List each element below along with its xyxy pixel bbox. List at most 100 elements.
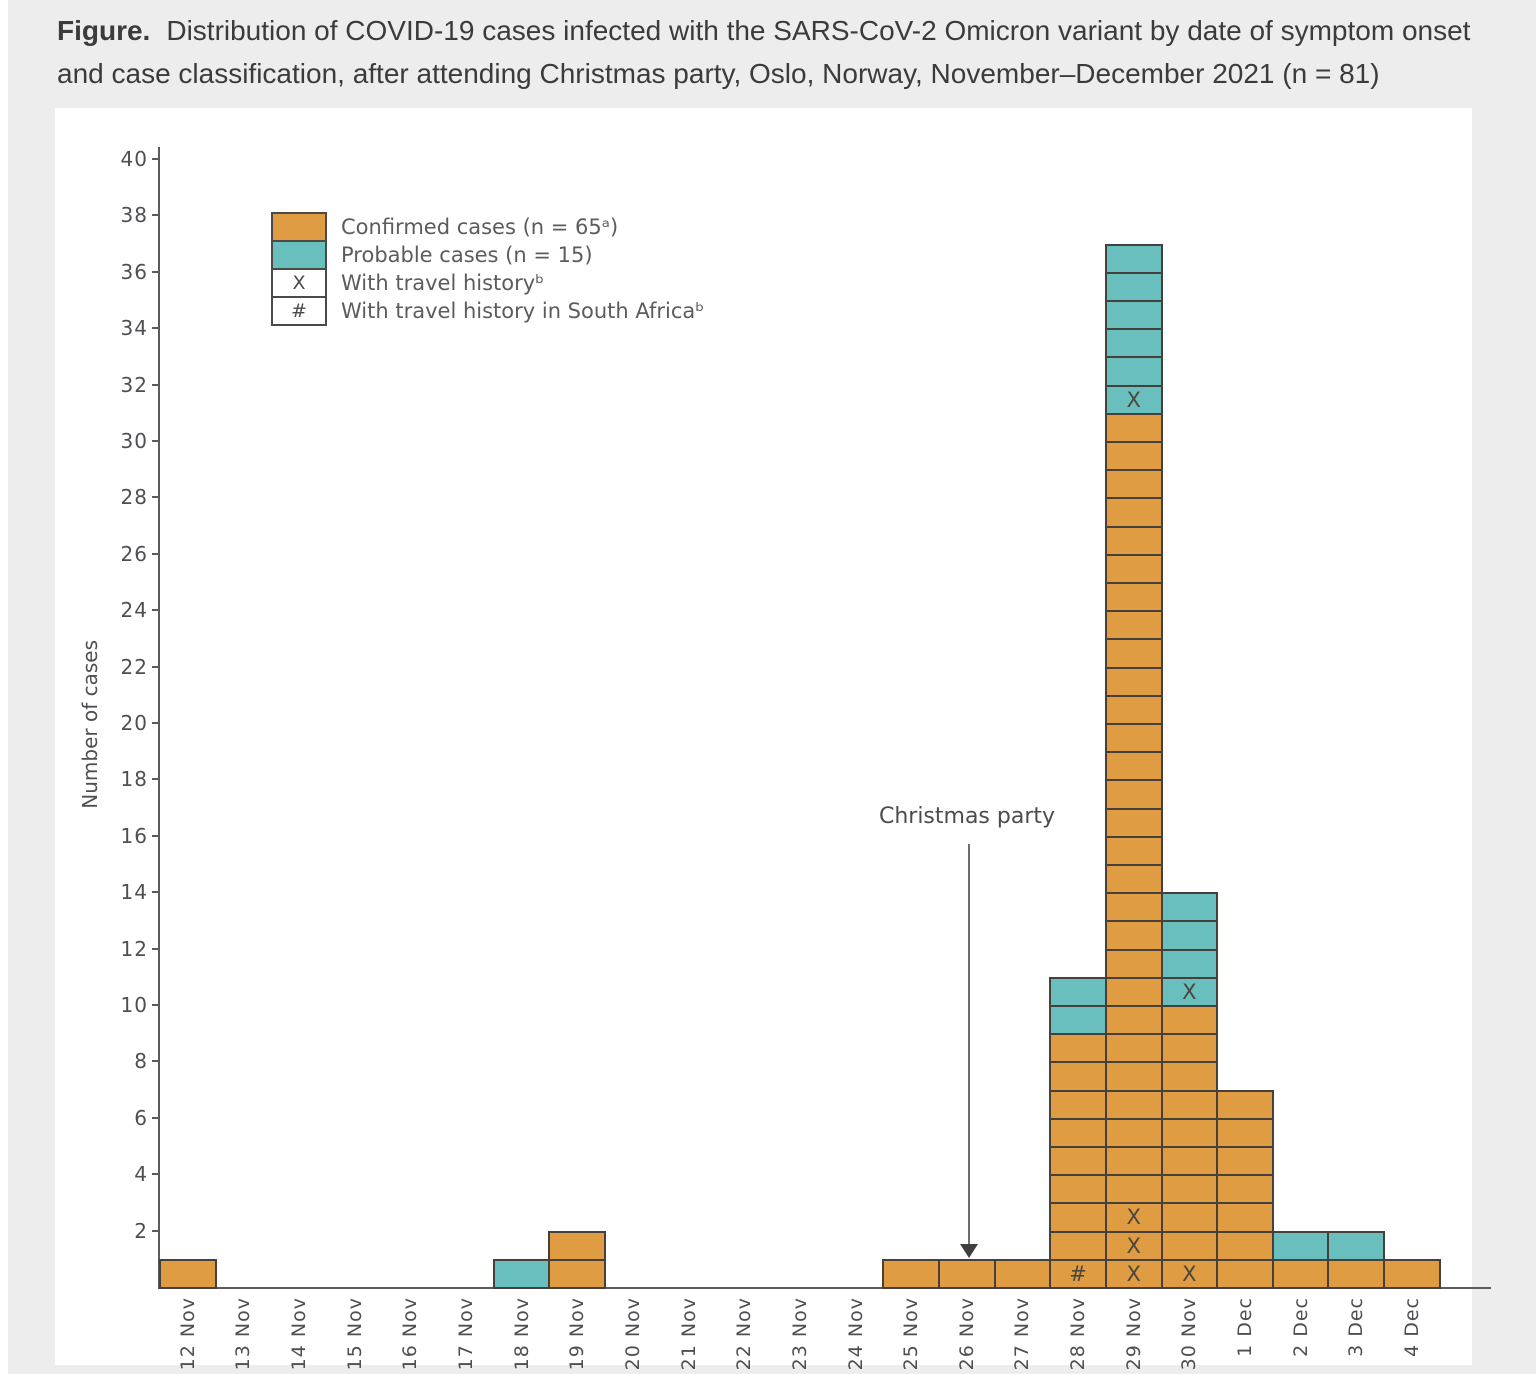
y-axis-tick [152, 722, 159, 724]
legend: Confirmed cases (n = 65ᵃ) Probable cases … [271, 212, 704, 326]
probable-swatch [271, 240, 327, 270]
probable-case-cell [492, 1258, 551, 1289]
probable-case-cell [1160, 948, 1219, 979]
confirmed-case-cell [1104, 582, 1163, 613]
christmas-party-annotation: Christmas party [878, 804, 1056, 829]
confirmed-case-cell [1104, 412, 1163, 443]
y-axis-tick-label: 38 [120, 203, 148, 228]
probable-case-cell [1160, 892, 1219, 923]
x-axis-tick-label: 24 Nov [844, 1297, 867, 1371]
confirmed-case-cell [1160, 1061, 1219, 1092]
confirmed-case-cell [1104, 553, 1163, 584]
confirmed-case-cell [1104, 666, 1163, 697]
y-axis-tick [152, 158, 159, 160]
y-axis-tick [152, 665, 159, 668]
probable-case-cell [1271, 1230, 1330, 1261]
y-axis-tick [152, 327, 159, 330]
confirmed-case-cell [1216, 1202, 1274, 1233]
x-axis-tick-label: 23 Nov [788, 1297, 811, 1371]
y-axis-tick-label: 40 [120, 147, 148, 171]
confirmed-case-cell [1049, 1174, 1107, 1205]
x-axis-tick-label: 4 Dec [1400, 1297, 1423, 1357]
y-axis-tick-label: 36 [120, 259, 148, 284]
confirmed-case-cell [1160, 1089, 1219, 1120]
y-axis-tick-label: 26 [120, 541, 148, 566]
legend-row: Probable cases (n = 15) [271, 240, 704, 270]
x-axis-tick-label: 29 Nov [1122, 1297, 1145, 1371]
confirmed-case-cell [1271, 1258, 1330, 1289]
x-axis-tick-label: 18 Nov [510, 1297, 533, 1371]
confirmed-case-cell [1104, 1033, 1163, 1064]
symbol-swatch: X [271, 268, 327, 298]
x-axis-tick-label: 3 Dec [1345, 1297, 1368, 1357]
y-axis-tick-label: 6 [134, 1105, 148, 1130]
confirmed-case-cell [1104, 497, 1163, 528]
probable-case-cell: X [1104, 384, 1163, 415]
confirmed-case-cell [1216, 1174, 1274, 1205]
confirmed-case-cell [1104, 694, 1163, 725]
probable-case-cell [1049, 976, 1107, 1007]
x-axis-tick-label: 1 Dec [1233, 1297, 1256, 1357]
y-axis-tick [152, 552, 159, 555]
confirmed-case-cell [1104, 779, 1163, 810]
legend-row: X With travel historyᵇ [271, 268, 704, 298]
confirmed-case-cell [1104, 610, 1163, 641]
confirmed-case-cell [1049, 1033, 1107, 1064]
y-axis-tick-label: 34 [120, 316, 148, 341]
y-axis-tick [152, 1173, 159, 1176]
travel-history-mark: X [1126, 1205, 1141, 1230]
confirmed-case-cell [1104, 976, 1163, 1007]
confirmed-case-cell [1160, 1005, 1219, 1036]
confirmed-case-cell [1104, 469, 1163, 500]
confirmed-case-cell [1104, 1174, 1163, 1205]
x-axis-tick-label: 30 Nov [1178, 1297, 1201, 1371]
travel-history-mark: X [1182, 979, 1197, 1004]
confirmed-case-cell [993, 1258, 1052, 1289]
confirmed-case-cell [882, 1258, 940, 1289]
figure-caption-label: Figure. [57, 15, 151, 46]
confirmed-case-cell [1160, 1174, 1219, 1205]
y-axis-tick [152, 1004, 159, 1006]
y-axis-tick [152, 214, 159, 217]
y-axis-tick [152, 1229, 159, 1232]
y-axis-tick [152, 440, 159, 442]
symbol-swatch: # [271, 296, 327, 326]
probable-case-cell: X [1160, 976, 1219, 1007]
x-axis-tick-label: 15 Nov [343, 1297, 366, 1371]
x-axis-tick-label: 16 Nov [399, 1297, 422, 1371]
confirmed-case-cell [1160, 1202, 1219, 1233]
y-axis-tick-label: 8 [134, 1049, 148, 1074]
y-axis-tick-label: 2 [134, 1218, 148, 1243]
x-axis-line [158, 1287, 1491, 1289]
annotation-arrow-line [968, 844, 970, 1244]
confirmed-case-cell [1104, 723, 1163, 754]
confirmed-case-cell [1160, 1230, 1219, 1261]
y-axis-tick-label: 24 [120, 598, 148, 623]
confirmed-case-cell [1049, 1202, 1107, 1233]
confirmed-case-cell [1049, 1117, 1107, 1148]
travel-history-mark: # [1069, 1261, 1087, 1286]
confirmed-swatch [271, 212, 327, 242]
y-axis-tick [152, 609, 159, 612]
y-axis-tick-label: 10 [120, 993, 148, 1017]
confirmed-case-cell [1160, 1117, 1219, 1148]
confirmed-case-cell [1104, 892, 1163, 923]
legend-label: With travel history in South Africaᵇ [341, 299, 705, 323]
y-axis-line [158, 147, 160, 1289]
legend-label: Confirmed cases (n = 65ᵃ) [341, 215, 619, 239]
probable-case-cell [1104, 328, 1163, 359]
confirmed-case-cell [1049, 1230, 1107, 1261]
confirmed-case-cell [1104, 1117, 1163, 1148]
y-axis-tick [152, 270, 159, 273]
x-axis-tick-label: 26 Nov [955, 1297, 978, 1371]
confirmed-case-cell [1216, 1146, 1274, 1177]
x-axis-tick-label: 22 Nov [733, 1297, 756, 1371]
confirmed-case-cell [1104, 751, 1163, 782]
travel-history-mark: X [1182, 1261, 1197, 1286]
confirmed-case-cell [159, 1258, 217, 1289]
figure-caption-text: Distribution of COVID-19 cases infected … [57, 15, 1471, 89]
x-axis-tick-label: 13 Nov [232, 1297, 255, 1371]
confirmed-case-cell [1104, 920, 1163, 951]
probable-case-cell [1327, 1230, 1386, 1261]
travel-history-mark: X [1126, 1261, 1141, 1286]
